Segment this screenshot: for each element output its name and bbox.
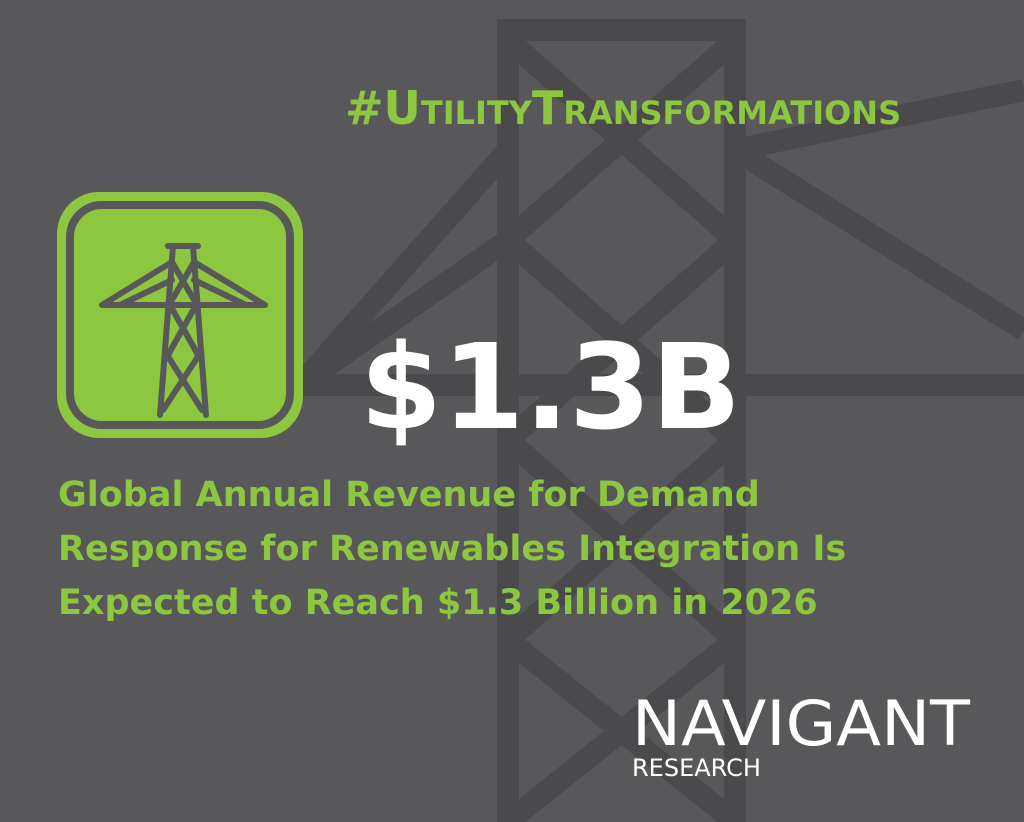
tower-background: [291, 19, 1024, 822]
logo-subtitle: RESEARCH: [632, 754, 761, 782]
logo-name: NAVIGANT: [632, 687, 971, 760]
headline: $1.3B: [360, 318, 741, 456]
description-line: Global Annual Revenue for Demand: [58, 475, 760, 515]
hashtag: #UtilityTransformations: [345, 81, 901, 135]
tower-icon: [57, 192, 303, 438]
description-line: Expected to Reach $1.3 Billion in 2026: [58, 583, 818, 623]
description-line: Response for Renewables Integration Is: [58, 529, 846, 569]
